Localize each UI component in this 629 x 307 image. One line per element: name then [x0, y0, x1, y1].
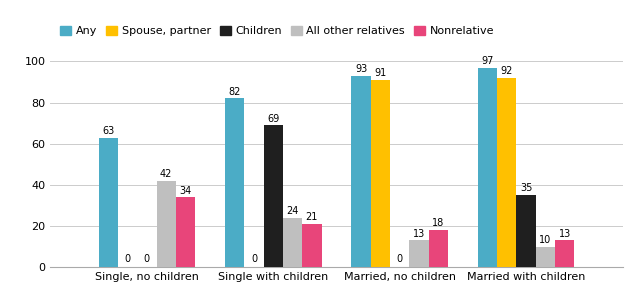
Text: 18: 18 [432, 218, 445, 228]
Bar [536, 247, 555, 267]
Text: 69: 69 [267, 114, 279, 123]
Bar [497, 78, 516, 267]
Text: 92: 92 [501, 66, 513, 76]
Legend: Any, Spouse, partner, Children, All other relatives, Nonrelative: Any, Spouse, partner, Children, All othe… [56, 22, 498, 41]
Bar [409, 240, 429, 267]
Bar [225, 99, 244, 267]
Text: 97: 97 [481, 56, 494, 66]
Text: 24: 24 [286, 206, 299, 216]
Bar [370, 80, 390, 267]
Text: 91: 91 [374, 68, 387, 78]
Text: 42: 42 [160, 169, 172, 179]
Bar [283, 218, 303, 267]
Bar [429, 230, 448, 267]
Bar [478, 68, 497, 267]
Text: 0: 0 [125, 254, 131, 264]
Text: 93: 93 [355, 64, 367, 74]
Text: 0: 0 [251, 254, 257, 264]
Text: 13: 13 [413, 229, 425, 239]
Text: 35: 35 [520, 184, 532, 193]
Text: 82: 82 [228, 87, 241, 97]
Text: 63: 63 [102, 126, 114, 136]
Bar [157, 181, 176, 267]
Bar [303, 224, 321, 267]
Bar [99, 138, 118, 267]
Text: 13: 13 [559, 229, 571, 239]
Text: 0: 0 [144, 254, 150, 264]
Text: 34: 34 [179, 185, 192, 196]
Text: 10: 10 [539, 235, 552, 245]
Text: 21: 21 [306, 212, 318, 222]
Bar [555, 240, 574, 267]
Text: 0: 0 [397, 254, 403, 264]
Bar [352, 76, 370, 267]
Bar [176, 197, 195, 267]
Bar [264, 125, 283, 267]
Bar [516, 195, 536, 267]
